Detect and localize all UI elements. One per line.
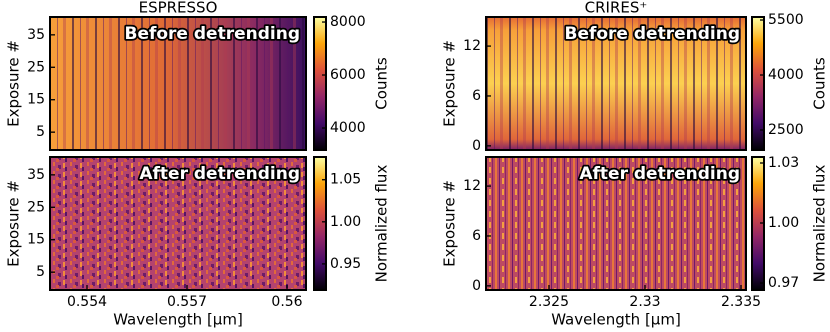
- y-axis-label: Exposure #: [5, 40, 23, 127]
- colorbar-tick-label: 1.00: [330, 214, 361, 230]
- x-tick-label: 2.325: [529, 294, 569, 310]
- y-tick-label: 6: [472, 228, 481, 244]
- y-tick-label: 15: [27, 232, 45, 248]
- colorbar-label: Normalized flux: [373, 165, 391, 283]
- y-axis-label: Exposure #: [5, 180, 23, 267]
- y-tick-label: 6: [472, 88, 481, 104]
- y-axis-label: Exposure #: [441, 180, 459, 267]
- annotation: Before detrending: [124, 24, 300, 44]
- colorbar-label: Counts: [811, 57, 829, 110]
- colorbar-tick-label: 8000: [330, 14, 366, 30]
- annotation: Before detrending: [564, 24, 740, 44]
- y-tick-label: 25: [27, 59, 45, 75]
- y-tick-label: 5: [36, 264, 45, 280]
- colorbar: [752, 17, 764, 150]
- heatmap-stripes: [50, 17, 306, 150]
- colorbar-tick-label: 1.00: [768, 215, 799, 231]
- y-tick-label: 25: [27, 199, 45, 215]
- y-tick-label: 12: [463, 38, 481, 54]
- panel-title: CRIRES⁺: [585, 0, 648, 17]
- colorbar-frame: [313, 156, 327, 291]
- y-tick-label: 0: [472, 138, 481, 154]
- x-axis-label: Wavelength [µm]: [113, 311, 243, 329]
- colorbar-tick-label: 1.05: [330, 172, 361, 188]
- y-tick-label: 12: [463, 178, 481, 194]
- x-tick-label: 2.33: [629, 294, 660, 310]
- colorbar: [752, 157, 764, 290]
- colorbar: [314, 17, 326, 150]
- x-tick-label: 0.56: [271, 294, 302, 310]
- colorbar-tick-label: 5500: [768, 12, 804, 28]
- y-tick-label: 35: [27, 167, 45, 183]
- x-tick-label: 0.554: [67, 294, 107, 310]
- axes-frame: [485, 156, 747, 291]
- colorbar-frame: [313, 16, 327, 151]
- annotation: After detrending: [139, 164, 300, 184]
- heatmap-image: [486, 157, 746, 290]
- panel-title: ESPRESSO: [139, 0, 218, 17]
- colorbar-tick-label: 2500: [768, 122, 804, 138]
- colorbar-tick-label: 4000: [330, 120, 366, 136]
- axes-frame: [49, 16, 307, 151]
- colorbar: [314, 157, 326, 290]
- colorbar-label: Normalized flux: [811, 165, 829, 283]
- colorbar-tick-label: 6000: [330, 67, 366, 83]
- axes-frame: [49, 156, 307, 291]
- heatmap-stripes: [486, 17, 746, 150]
- annotation: After detrending: [579, 164, 740, 184]
- heatmap-image: [50, 157, 306, 290]
- x-tick-label: 0.557: [167, 294, 207, 310]
- x-axis-label: Wavelength [µm]: [551, 311, 681, 329]
- y-tick-label: 35: [27, 27, 45, 43]
- colorbar-tick-label: 4000: [768, 67, 804, 83]
- colorbar-frame: [751, 16, 765, 151]
- y-tick-label: 15: [27, 92, 45, 108]
- y-axis-label: Exposure #: [441, 40, 459, 127]
- colorbar-tick-label: 0.97: [768, 275, 799, 291]
- colorbar-label: Counts: [373, 57, 391, 110]
- colorbar-tick-label: 0.95: [330, 256, 361, 272]
- x-tick-label: 2.335: [721, 294, 761, 310]
- y-tick-label: 0: [472, 278, 481, 294]
- y-tick-label: 5: [36, 124, 45, 140]
- axes-frame: [485, 16, 747, 151]
- colorbar-tick-label: 1.03: [768, 155, 799, 171]
